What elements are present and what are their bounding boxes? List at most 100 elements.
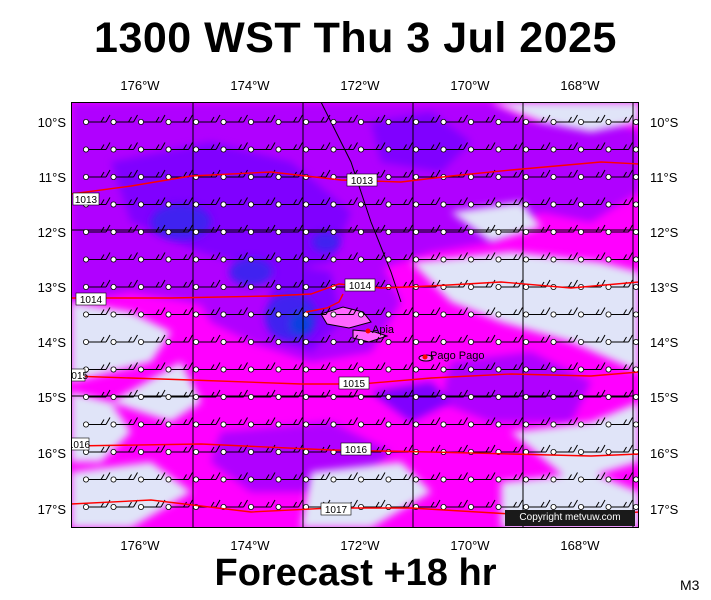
wind-barb <box>412 362 441 373</box>
wind-barb <box>220 224 248 236</box>
wind-barb <box>110 224 138 236</box>
wind-barb <box>165 389 193 400</box>
wind-barb <box>440 472 468 483</box>
isobar-1016 <box>71 443 639 457</box>
wind-barb <box>165 444 193 455</box>
y-tick-12s-left: 12°S <box>37 225 66 240</box>
x-tick-174w-top: 174°W <box>230 78 270 93</box>
wind-barb <box>193 417 221 428</box>
isobar-label-1016-west: 1016 <box>71 440 91 451</box>
wind-barb <box>138 362 166 373</box>
wind-barb <box>577 114 606 125</box>
wind-barb <box>605 114 633 125</box>
wind-barb <box>193 279 221 290</box>
wind-barb <box>357 362 386 373</box>
wind-barb <box>302 279 331 290</box>
wind-barb <box>330 197 358 208</box>
wind-barb <box>82 444 111 455</box>
wind-barb <box>495 307 523 318</box>
wind-barb <box>275 307 303 318</box>
wind-barb <box>220 114 248 125</box>
wind-barb <box>330 307 358 318</box>
wind-barb <box>110 197 138 208</box>
wind-barb <box>247 417 276 428</box>
wind-barb <box>495 224 523 236</box>
wind-barb <box>82 334 111 345</box>
wind-barb <box>577 444 606 455</box>
wind-barb <box>577 499 606 510</box>
wind-barb <box>467 334 496 345</box>
wind-barb <box>467 389 496 400</box>
wind-barb <box>522 142 551 153</box>
wind-barb <box>385 307 413 318</box>
wind-barb <box>165 197 193 208</box>
isobar-label-1016-centre: 1016 <box>345 445 368 456</box>
wind-barb <box>522 362 551 373</box>
wind-barb <box>247 114 276 125</box>
wind-barb <box>275 334 303 345</box>
wind-barb <box>577 307 606 318</box>
wind-barb <box>495 197 523 208</box>
wind-barb <box>385 417 413 428</box>
wind-barb <box>522 252 551 263</box>
wind-barb <box>467 417 496 428</box>
wind-barb <box>165 114 193 125</box>
wind-barb <box>412 114 441 125</box>
wind-barb <box>357 472 386 483</box>
y-tick-10s-right: 10°S <box>650 115 679 130</box>
wind-barb <box>302 334 331 345</box>
wind-barb <box>550 389 578 400</box>
wind-barb <box>605 389 633 400</box>
wind-barb <box>82 472 111 483</box>
pago-pago-label: Pago Pago <box>430 350 485 362</box>
wind-barb <box>605 279 633 290</box>
wind-barb <box>110 279 138 290</box>
wind-barb <box>165 279 193 290</box>
wind-barb <box>550 114 578 125</box>
wind-barb <box>82 142 111 153</box>
y-tick-10s-left: 10°S <box>37 115 66 130</box>
wind-barb <box>495 334 523 345</box>
wind-barb <box>82 417 111 428</box>
wind-barb <box>357 307 386 318</box>
wind-barb <box>385 362 413 373</box>
wind-barb <box>302 252 331 263</box>
x-tick-170w-top: 170°W <box>450 78 490 93</box>
wind-barb <box>550 444 578 455</box>
wind-barb <box>247 252 276 263</box>
wind-barb <box>138 444 166 455</box>
wind-barb <box>193 444 221 455</box>
wind-barb <box>467 142 496 153</box>
wind-barb <box>357 252 386 263</box>
wind-barb <box>220 362 248 373</box>
wind-barb <box>357 334 386 345</box>
wind-barb <box>330 417 358 428</box>
wind-barb <box>412 169 441 181</box>
wind-barb <box>193 362 221 373</box>
wind-barb <box>577 334 606 345</box>
wind-barb <box>110 389 138 400</box>
wind-barb <box>440 307 468 318</box>
wind-barb <box>522 499 551 510</box>
wind-barb <box>220 307 248 318</box>
wind-barb <box>495 444 523 455</box>
wind-barb <box>247 362 276 373</box>
wind-barb <box>247 307 276 318</box>
wind-barb <box>495 142 523 153</box>
wind-barb <box>193 197 221 208</box>
wind-barb <box>412 252 441 263</box>
wind-barb <box>138 279 166 290</box>
wind-barb <box>110 252 138 263</box>
wind-barb <box>467 197 496 208</box>
wind-barb <box>193 114 221 125</box>
wind-barb <box>165 252 193 263</box>
wind-barb <box>412 224 441 236</box>
wind-barb <box>357 389 386 400</box>
wind-barb <box>522 197 551 208</box>
wind-barb <box>193 307 221 318</box>
wind-barb <box>577 389 606 400</box>
wind-barb <box>110 169 138 181</box>
wind-barb <box>440 252 468 263</box>
wind-barb <box>193 334 221 345</box>
wind-barb <box>495 252 523 263</box>
